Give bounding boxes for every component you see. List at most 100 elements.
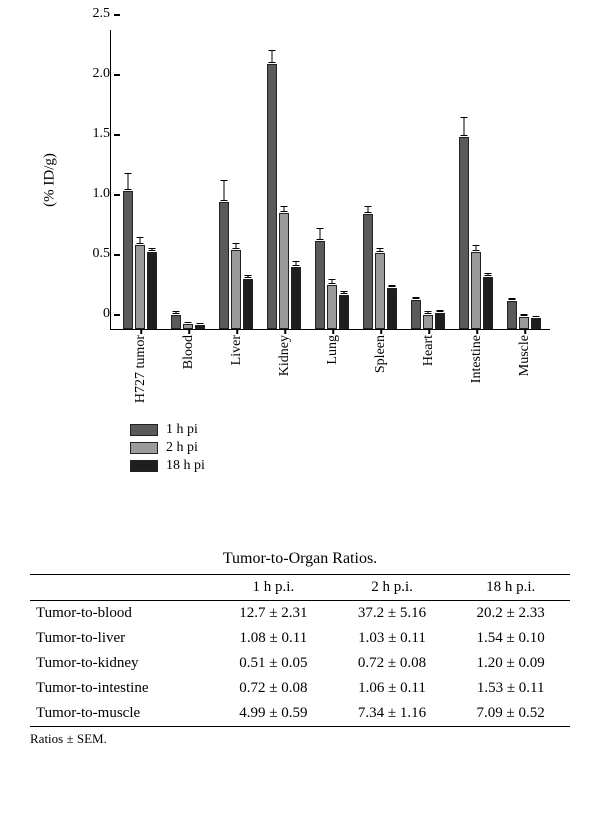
table-cell: Tumor-to-muscle — [30, 701, 214, 727]
error-bar — [536, 316, 537, 317]
legend-item: 18 h pi — [130, 458, 205, 474]
y-tick: 0.5 — [80, 246, 110, 262]
table-header-cell — [30, 575, 214, 601]
error-bar — [488, 273, 489, 277]
error-bar — [476, 245, 477, 251]
bar-container: H727 tumorBloodLiverKidneyLungSpleenHear… — [111, 30, 550, 329]
table-cell: 7.34 ± 1.16 — [333, 701, 452, 727]
error-bar — [284, 206, 285, 212]
y-tick: 2.5 — [80, 6, 110, 22]
table-row: Tumor-to-liver1.08 ± 0.111.03 ± 0.111.54… — [30, 626, 570, 651]
ratios-table: 1 h p.i.2 h p.i.18 h p.i. Tumor-to-blood… — [30, 574, 570, 727]
error-bar — [140, 237, 141, 244]
bar — [435, 313, 445, 329]
legend-swatch — [130, 460, 158, 472]
bar — [243, 279, 253, 329]
error-bar — [176, 311, 177, 313]
error-bar — [128, 173, 129, 190]
table-header-row: 1 h p.i.2 h p.i.18 h p.i. — [30, 575, 570, 601]
table-cell: Tumor-to-kidney — [30, 651, 214, 676]
chart-legend: 1 h pi 2 h pi 18 h pi — [130, 420, 205, 476]
table-header-cell: 2 h p.i. — [333, 575, 452, 601]
legend-item: 2 h pi — [130, 440, 205, 456]
table-cell: 0.51 ± 0.05 — [214, 651, 333, 676]
error-bar — [380, 248, 381, 253]
error-bar — [296, 261, 297, 266]
error-bar — [344, 291, 345, 295]
error-bar — [464, 117, 465, 136]
error-bar — [392, 285, 393, 287]
table-cell: 37.2 ± 5.16 — [333, 601, 452, 627]
y-tick: 1.5 — [80, 126, 110, 142]
bar — [123, 191, 133, 329]
bar — [363, 214, 373, 329]
x-axis-label: Blood — [181, 329, 197, 369]
error-bar — [272, 50, 273, 63]
table-cell: Tumor-to-blood — [30, 601, 214, 627]
bar — [171, 315, 181, 329]
bar — [219, 202, 229, 329]
bar — [375, 253, 385, 329]
error-bar — [320, 228, 321, 240]
table-row: Tumor-to-blood12.7 ± 2.3137.2 ± 5.1620.2… — [30, 601, 570, 627]
x-axis-label: Kidney — [277, 329, 293, 376]
table-row: Tumor-to-intestine0.72 ± 0.081.06 ± 0.11… — [30, 676, 570, 701]
legend-label: 1 h pi — [166, 422, 198, 438]
bar — [483, 277, 493, 329]
table-cell: 1.08 ± 0.11 — [214, 626, 333, 651]
table-header-cell: 18 h p.i. — [451, 575, 570, 601]
error-bar — [332, 279, 333, 284]
plot-area: H727 tumorBloodLiverKidneyLungSpleenHear… — [110, 30, 550, 330]
bar — [291, 267, 301, 329]
x-axis-label: H727 tumor — [133, 329, 149, 403]
error-bar — [188, 322, 189, 323]
biodistribution-chart: (% ID/g) 00.51.01.52.02.5 H727 tumorBloo… — [20, 20, 580, 400]
error-bar — [512, 298, 513, 300]
table-header-cell: 1 h p.i. — [214, 575, 333, 601]
x-axis-label: Spleen — [373, 329, 389, 373]
bar — [147, 252, 157, 329]
table-body: Tumor-to-blood12.7 ± 2.3137.2 ± 5.1620.2… — [30, 601, 570, 727]
bar — [531, 318, 541, 329]
table-cell: 1.54 ± 0.10 — [451, 626, 570, 651]
error-bar — [440, 310, 441, 312]
bar — [339, 295, 349, 329]
ratios-table-section: Tumor-to-Organ Ratios. 1 h p.i.2 h p.i.1… — [30, 550, 570, 747]
table-cell: Tumor-to-intestine — [30, 676, 214, 701]
error-bar — [224, 180, 225, 200]
error-bar — [236, 243, 237, 249]
error-bar — [248, 275, 249, 277]
bar — [471, 252, 481, 329]
bar — [387, 288, 397, 329]
table-cell: 7.09 ± 0.52 — [451, 701, 570, 727]
table-cell: 1.06 ± 0.11 — [333, 676, 452, 701]
bar — [231, 250, 241, 329]
bar — [507, 301, 517, 329]
table-cell: 1.53 ± 0.11 — [451, 676, 570, 701]
bar — [327, 285, 337, 329]
table-cell: 1.20 ± 0.09 — [451, 651, 570, 676]
bar — [279, 213, 289, 329]
table-cell: 0.72 ± 0.08 — [214, 676, 333, 701]
x-axis-label: Heart — [421, 329, 437, 366]
bar — [135, 245, 145, 329]
table-footnote: Ratios ± SEM. — [30, 731, 570, 747]
bar — [267, 64, 277, 329]
y-tick: 2.0 — [80, 66, 110, 82]
y-axis-ticks: 00.51.01.52.02.5 — [80, 30, 110, 330]
error-bar — [416, 297, 417, 299]
legend-item: 1 h pi — [130, 422, 205, 438]
y-tick: 0 — [80, 306, 110, 322]
x-axis-label: Muscle — [517, 329, 533, 376]
table-cell: 1.03 ± 0.11 — [333, 626, 452, 651]
x-axis-label: Lung — [325, 329, 341, 365]
y-axis-label: (% ID/g) — [42, 153, 59, 207]
legend-label: 2 h pi — [166, 440, 198, 456]
y-tick: 1.0 — [80, 186, 110, 202]
bar — [411, 300, 421, 329]
table-title: Tumor-to-Organ Ratios. — [30, 550, 570, 568]
error-bar — [368, 206, 369, 213]
legend-swatch — [130, 442, 158, 454]
error-bar — [428, 311, 429, 313]
error-bar — [200, 323, 201, 324]
